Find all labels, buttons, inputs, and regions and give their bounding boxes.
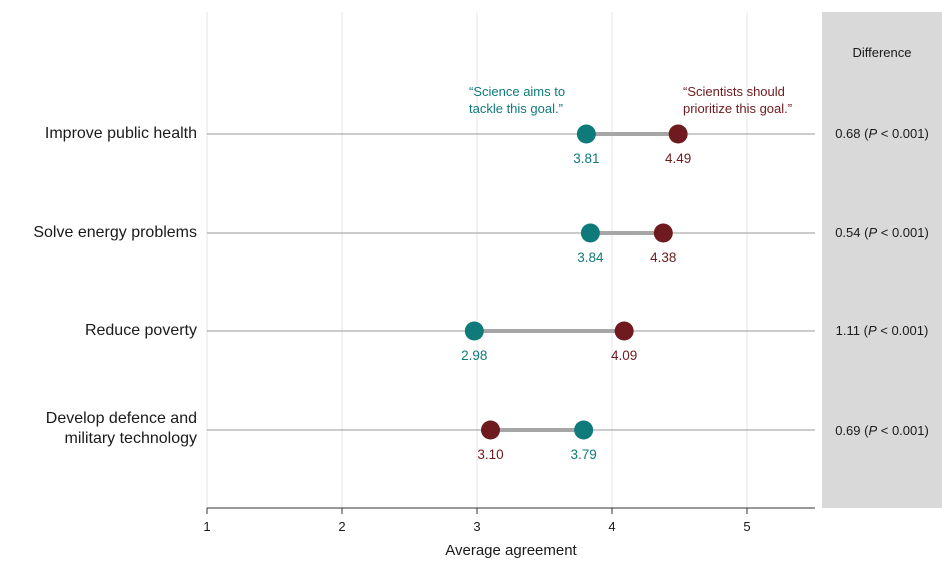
tackle-value-label-row-3: 2.98	[461, 348, 487, 363]
x-tick-label-4: 4	[608, 519, 615, 534]
difference-defence: 0.69 (P < 0.001)	[835, 423, 929, 438]
prioritize-value-label-row-2: 4.38	[650, 250, 676, 265]
prioritize-note-line-1: “Scientists should	[683, 84, 785, 99]
prioritize-point-row-3	[614, 321, 634, 341]
prioritize-note-line-2: prioritize this goal.”	[683, 101, 793, 116]
prioritize-point-row-2	[653, 223, 673, 243]
tackle-point-row-3	[464, 321, 484, 341]
prioritize-point-row-1	[668, 124, 688, 144]
p-value: < 0.001)	[877, 423, 929, 438]
p-value: < 0.001)	[877, 126, 929, 141]
x-tick-label-5: 5	[743, 519, 750, 534]
difference-value: 1.11	[835, 323, 861, 338]
tackle-note: “Science aims to tackle this goal.”	[469, 83, 565, 117]
prioritize-value-label-row-1: 4.49	[665, 151, 691, 166]
category-label-poverty: Reduce poverty	[84, 322, 197, 339]
tackle-value-label-row-4: 3.79	[571, 447, 597, 462]
category-label-defence-line-1: Develop defence and	[45, 410, 197, 427]
p-value: < 0.001)	[876, 323, 929, 338]
x-tick-label-2: 2	[338, 519, 345, 534]
tackle-point-row-4	[574, 420, 594, 440]
category-label-defence-line-2: military technology	[64, 430, 198, 447]
x-tick-label-3: 3	[473, 519, 480, 534]
p-symbol: P	[868, 225, 878, 240]
p-symbol: P	[868, 126, 878, 141]
tackle-point-row-1	[576, 124, 596, 144]
difference-value: 0.54	[835, 225, 861, 240]
tackle-value-label-row-2: 3.84	[577, 250, 604, 265]
tackle-point-row-2	[580, 223, 600, 243]
tackle-note-line-1: “Science aims to	[469, 84, 566, 99]
p-value: < 0.001)	[877, 225, 929, 240]
difference-value: 0.69	[835, 423, 861, 438]
difference-panel	[822, 12, 942, 508]
p-symbol: P	[867, 323, 877, 338]
tackle-note-line-2: tackle this goal.”	[469, 101, 563, 116]
difference-poverty: 1.11 (P < 0.001)	[835, 323, 929, 338]
category-label-defence: Develop defence and military technology	[46, 409, 197, 449]
tackle-value-label-row-1: 3.81	[573, 151, 599, 166]
category-label-public-health: Improve public health	[44, 125, 197, 142]
prioritize-value-label-row-4: 3.10	[477, 447, 503, 462]
difference-energy: 0.54 (P < 0.001)	[835, 225, 929, 240]
difference-value: 0.68	[835, 126, 861, 141]
prioritize-point-row-4	[481, 420, 500, 440]
p-symbol: P	[868, 423, 878, 438]
prioritize-value-label-row-3: 4.09	[611, 348, 637, 363]
category-label-energy: Solve energy problems	[33, 224, 197, 241]
difference-public-health: 0.68 (P < 0.001)	[835, 126, 929, 141]
prioritize-note: “Scientists should prioritize this goal.…	[683, 83, 792, 117]
x-tick-label-1: 1	[203, 519, 210, 534]
difference-title: Difference	[852, 45, 912, 60]
x-axis-label: Average agreement	[445, 542, 577, 559]
